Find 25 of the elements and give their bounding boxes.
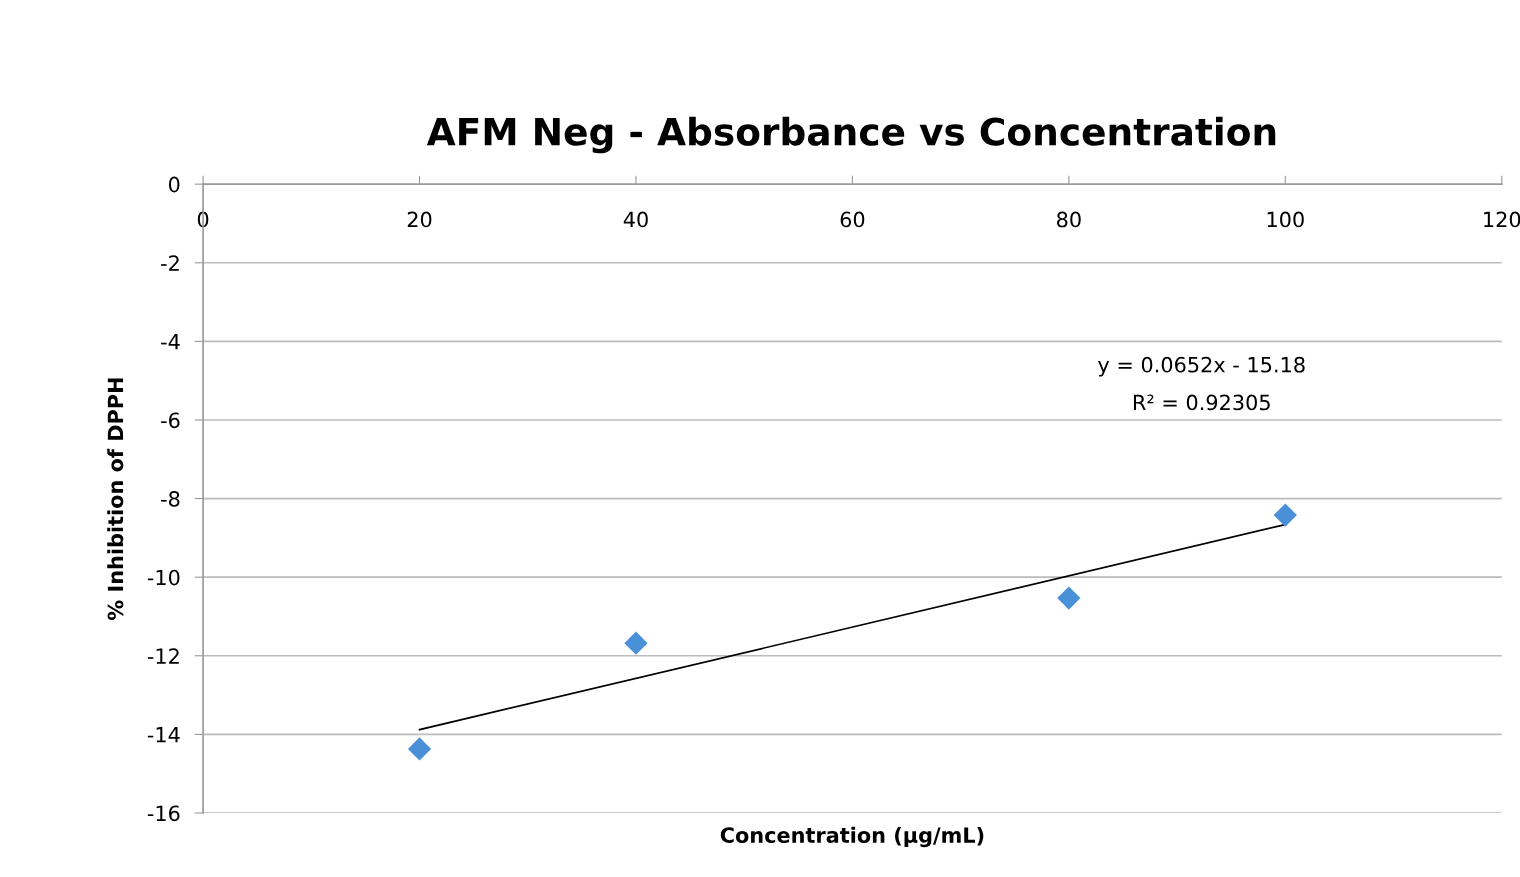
x-axis-title: Concentration (µg/mL) — [720, 826, 984, 848]
y-tick-label: 0 — [168, 176, 180, 193]
point — [407, 737, 432, 761]
y-tick-label: -16 — [147, 805, 180, 822]
x-tick-label: 120 — [1484, 211, 1520, 228]
x-tick-label: 0 — [197, 211, 209, 228]
x-tick-label: 20 — [407, 211, 432, 228]
x-tick-label: 40 — [623, 211, 648, 228]
y-tick-label: -10 — [147, 569, 180, 586]
y-tick-label: -6 — [161, 412, 180, 429]
annotation: R² = 0.92305 — [1133, 394, 1270, 411]
chart-title: AFM Neg - Absorbance vs Concentration — [426, 116, 1276, 154]
point — [1273, 503, 1297, 527]
x-tick-label: 100 — [1267, 211, 1304, 228]
y-tick-label: -4 — [161, 334, 180, 350]
y-axis-title: % Inhibition of DPPH — [107, 378, 124, 620]
y-tick-label: -14 — [147, 727, 180, 743]
y-tick-label: -2 — [161, 255, 179, 271]
point — [624, 631, 648, 655]
annotation: y = 0.0652x - 15.18 — [1098, 356, 1305, 377]
point — [1057, 586, 1081, 610]
x-tick-label: 60 — [840, 211, 865, 228]
y-tick-label: -8 — [161, 491, 180, 507]
y-tick-label: -12 — [147, 648, 179, 664]
x-tick-label: 80 — [1057, 211, 1081, 228]
